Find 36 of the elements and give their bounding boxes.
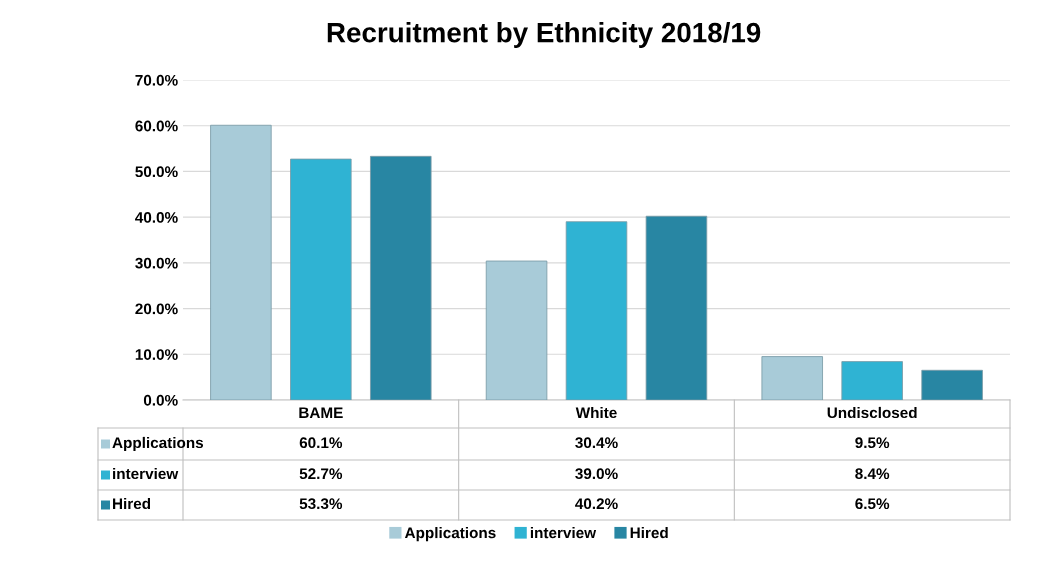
bar: [370, 155, 432, 400]
text: Applications: [404, 527, 496, 542]
text: interview: [113, 467, 179, 480]
text: Hired: [113, 497, 151, 510]
y-tick-label: 0.0%: [143, 394, 178, 406]
bar: [645, 215, 708, 400]
bar: [290, 158, 352, 400]
y-tick-label: 40.0%: [135, 212, 178, 223]
data-label: 9.5%: [855, 437, 890, 449]
data-label: 40.2%: [575, 498, 618, 510]
y-tick-label: 60.0%: [135, 120, 178, 132]
x-tick-label: Undisclosed: [827, 406, 917, 419]
x-tick-label: White: [575, 406, 617, 419]
bar: [761, 356, 823, 400]
bar: [841, 361, 903, 400]
legend-label: interview: [530, 527, 597, 539]
chart-title: Recruitment by Ethnicity 2018/19: [327, 22, 761, 48]
y-tick-label: 20.0%: [135, 303, 178, 315]
y-tick-label: 10.0%: [135, 349, 178, 360]
data-label: 52.7%: [299, 468, 343, 480]
y-tick-label: 30.0%: [135, 257, 178, 269]
legend-label: Hired: [630, 527, 668, 539]
bar: [485, 260, 548, 400]
data-label: 8.4%: [855, 468, 890, 480]
data-label: 60.1%: [299, 437, 343, 449]
data-label: 39.0%: [575, 468, 618, 480]
data-label: 30.4%: [575, 437, 618, 449]
y-tick-label: 50.0%: [135, 166, 178, 178]
x-tick-label: BAME: [299, 407, 343, 418]
y-tick-label: 70.0%: [135, 74, 178, 86]
bar: [921, 369, 983, 400]
data-label: 53.3%: [299, 498, 343, 510]
legend-label: Applications: [112, 436, 204, 452]
bar: [565, 221, 628, 400]
bar: [210, 124, 272, 400]
data-label: 6.5%: [855, 498, 890, 510]
